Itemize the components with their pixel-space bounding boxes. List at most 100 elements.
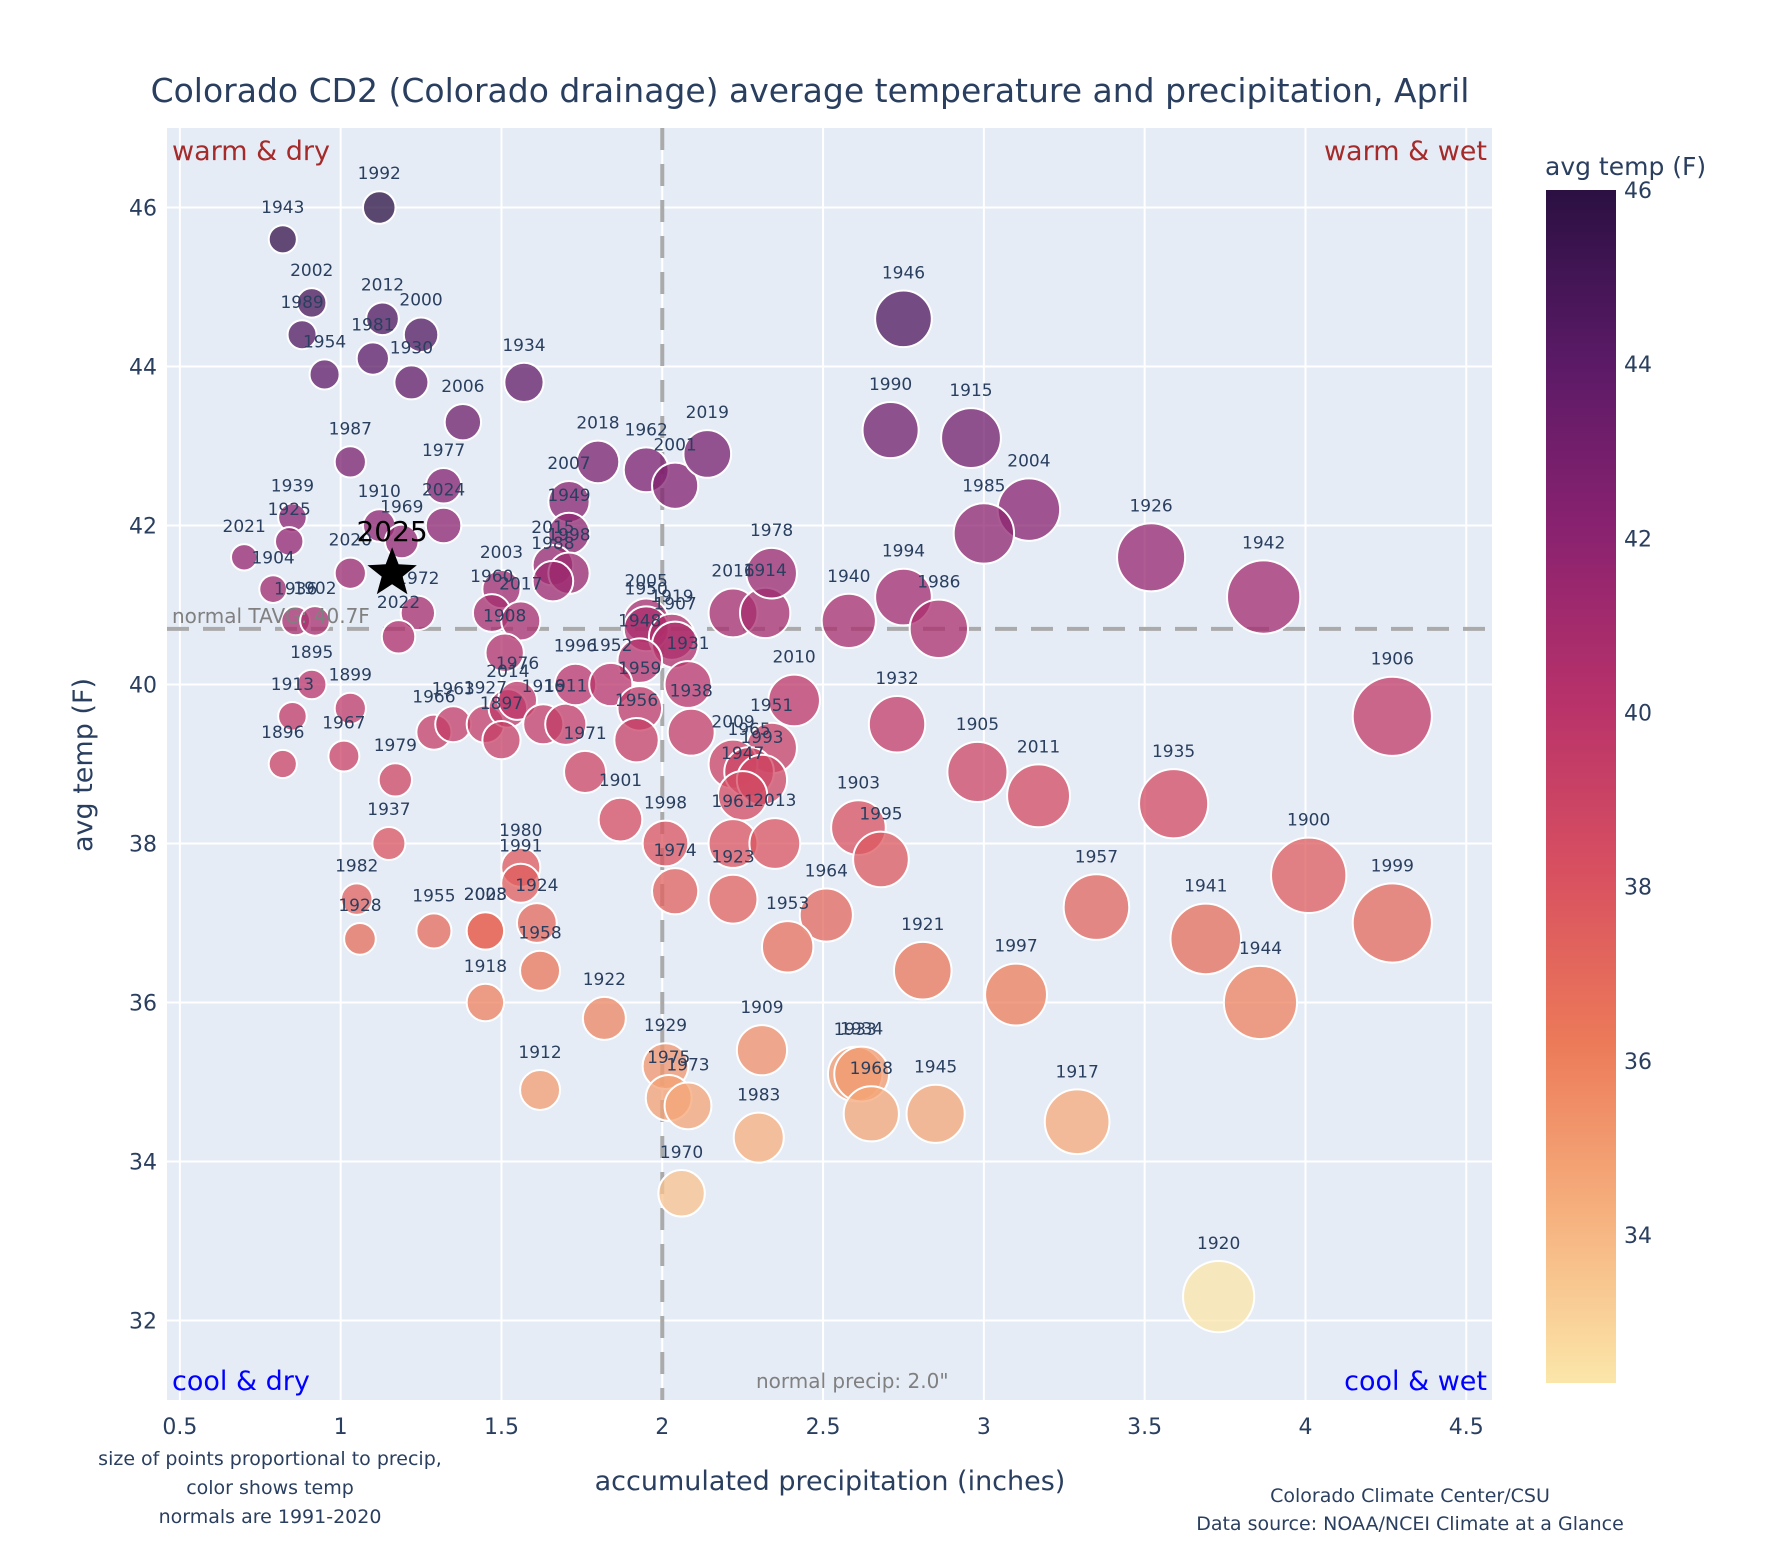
point-label: 1987: [329, 419, 372, 439]
data-point: [383, 523, 420, 560]
x-tick-label: 1: [334, 1415, 348, 1440]
point-label: 1928: [338, 896, 381, 916]
point-label: 2000: [399, 290, 442, 310]
data-point: [1182, 1260, 1256, 1334]
data-point: [333, 445, 367, 479]
point-label: 1922: [583, 970, 626, 990]
data-point: [613, 716, 660, 764]
point-label: 1934: [502, 336, 545, 356]
y-tick-label: 42: [129, 515, 157, 540]
data-point: [443, 402, 483, 442]
point-label: 1980: [499, 821, 542, 841]
point-label: 2023: [464, 885, 507, 905]
point-label: 2010: [772, 648, 815, 668]
point-label: 1963: [432, 679, 475, 699]
data-point: [820, 592, 877, 649]
data-point: [481, 720, 522, 761]
data-point: [399, 594, 437, 632]
data-point: [946, 740, 1009, 804]
colorbar-tick-label: 44: [1624, 353, 1652, 378]
data-point: [597, 796, 644, 843]
point-label: 2020: [329, 531, 372, 551]
point-label: 1996: [554, 637, 597, 657]
data-point: [402, 316, 440, 353]
point-label: 2006: [441, 377, 484, 397]
point-label: 1966: [412, 688, 455, 708]
point-label: 2001: [653, 436, 696, 456]
point-label: 1967: [322, 714, 365, 734]
colorbar-ticks: 34 36 38 40 42 44 46: [1624, 179, 1652, 1249]
point-label: 1961: [711, 792, 754, 812]
point-label: 1969: [380, 498, 423, 518]
point-label: 2016: [711, 562, 754, 582]
point-label: 1907: [653, 595, 696, 615]
point-label: 2015: [531, 518, 574, 538]
point-label: 1910: [358, 482, 401, 502]
data-point: [503, 361, 545, 404]
data-point: [745, 546, 798, 600]
point-label: 1991: [499, 837, 542, 857]
point-label: 1936: [274, 580, 317, 600]
data-point: [273, 526, 305, 557]
data-point: [361, 190, 397, 225]
point-label: 1931: [666, 634, 709, 654]
point-label: 1901: [599, 771, 642, 791]
point-label: 1970: [660, 1143, 703, 1163]
footnote-line: size of points proportional to precip,: [98, 1448, 442, 1470]
x-axis-title: accumulated precipitation (inches): [595, 1466, 1066, 1497]
point-label: 1995: [859, 805, 902, 825]
data-point: [874, 289, 933, 349]
data-point: [852, 830, 910, 889]
point-label: 1933: [834, 1020, 877, 1040]
point-label: 1993: [740, 728, 783, 748]
point-label: 1925: [268, 500, 311, 520]
y-axis-ticks: 32 34 36 38 40 42 44 46: [129, 197, 157, 1335]
point-label: 1988: [531, 534, 574, 554]
point-label: 2002: [290, 261, 333, 281]
normal-precip-label: normal precip: 2.0": [756, 1369, 949, 1393]
point-label: 2014: [486, 662, 529, 682]
point-label: 1955: [412, 886, 455, 906]
x-tick-label: 4: [1298, 1415, 1312, 1440]
data-point: [1138, 768, 1210, 840]
highlight-label: 2025: [356, 515, 427, 548]
x-tick-label: 1.5: [484, 1415, 519, 1440]
point-label: 2017: [499, 574, 542, 594]
data-point: [377, 762, 413, 798]
data-point: [657, 1169, 706, 1218]
point-label: 1902: [293, 579, 336, 599]
star-marker: [367, 547, 417, 595]
point-label: 1927: [464, 679, 507, 699]
quadrant-label-warm-wet: warm & wet: [1324, 136, 1487, 167]
data-point: [286, 319, 318, 351]
data-point: [500, 862, 542, 904]
data-point: [798, 887, 854, 943]
data-points: [230, 190, 1433, 1334]
data-point: [355, 341, 390, 376]
point-label: 1953: [766, 894, 809, 914]
data-point: [371, 825, 407, 862]
data-point: [339, 882, 374, 916]
point-label: 1965: [727, 720, 770, 740]
data-point: [666, 707, 716, 757]
point-label: 1919: [650, 587, 693, 607]
point-label: 1939: [271, 476, 314, 496]
data-point: [735, 1024, 789, 1077]
point-label: 1932: [875, 669, 918, 689]
point-label: 1926: [1129, 496, 1172, 516]
point-label: 1979: [374, 736, 417, 756]
point-label: 1986: [917, 573, 960, 593]
point-label: 2024: [422, 481, 465, 501]
data-point: [984, 962, 1048, 1027]
data-point: [230, 543, 259, 572]
colorbar-tick-label: 38: [1624, 876, 1652, 901]
normal-temp-label: normal TAVG: 40.7F: [172, 604, 370, 628]
point-label: 2013: [753, 791, 796, 811]
point-label: 1912: [518, 1043, 561, 1063]
data-point: [1169, 902, 1243, 976]
quadrant-label-cool-dry: cool & dry: [172, 1366, 310, 1397]
y-tick-label: 36: [129, 992, 157, 1017]
x-axis-ticks: 0.5 1 1.5 2 2.5 3 3.5 4 4.5: [162, 1415, 1483, 1440]
point-label: 2009: [711, 713, 754, 733]
point-label: 1947: [721, 744, 764, 764]
